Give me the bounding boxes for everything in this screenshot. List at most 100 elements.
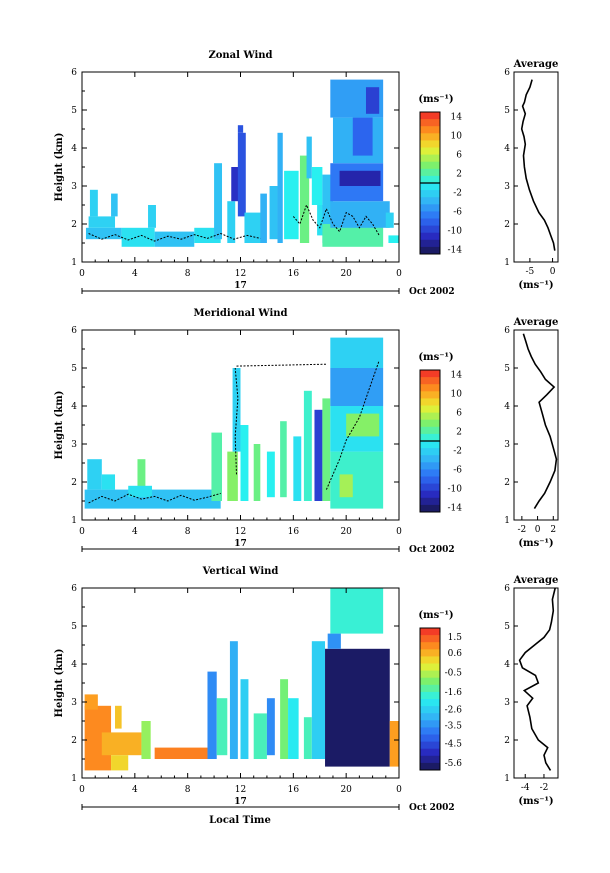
colorbar-tick-label: -2	[453, 446, 462, 456]
panel-title: Zonal Wind	[208, 50, 272, 61]
heatmap-cell	[89, 189, 98, 217]
colorbar-step	[420, 154, 440, 163]
colorbar-tick-label: 2	[456, 170, 462, 180]
colorbar-step	[420, 455, 440, 463]
profile-y-tick-label: 6	[504, 68, 510, 78]
colorbar-tick-label: 14	[451, 113, 463, 123]
colorbar-step	[420, 663, 440, 672]
colorbar-step	[420, 706, 440, 714]
heatmap-cell	[280, 679, 289, 759]
heatmap-cell	[266, 698, 275, 756]
colorbar-step	[420, 168, 440, 177]
heatmap-cell	[299, 155, 310, 243]
x-tick-label: 16	[288, 527, 300, 537]
profile-x-tick-label: -2	[540, 783, 549, 793]
profile-xlabel: (ms⁻¹)	[518, 796, 553, 807]
heatmap-cell	[280, 421, 287, 498]
heatmap	[84, 337, 384, 509]
heatmap-cell	[325, 648, 390, 767]
colorbar-tick-label: 0.6	[448, 649, 463, 659]
heatmap-cell	[269, 186, 278, 240]
y-tick-label: 3	[71, 440, 77, 450]
heatmap-cell	[85, 227, 122, 240]
heatmap-cell	[330, 201, 390, 228]
profile-y-tick-label: 3	[504, 440, 510, 450]
y-tick-label: 6	[71, 326, 77, 336]
heatmap-cell	[148, 205, 156, 228]
date-label: 17	[234, 797, 247, 807]
contour-line	[325, 360, 380, 490]
profile-x-tick-label: 0	[550, 267, 556, 277]
heatmap-cell	[211, 432, 223, 501]
colorbar-step	[420, 741, 440, 750]
profile-y-tick-label: 4	[504, 402, 510, 412]
colorbar-tick-label: -10	[448, 484, 463, 494]
colorbar-step	[420, 225, 440, 234]
x-tick-label: 0	[79, 527, 85, 537]
colorbar-step	[420, 126, 440, 134]
heatmap-cell	[128, 485, 153, 498]
panel-title: Meridional Wind	[193, 308, 287, 319]
colorbar-tick-label: -14	[448, 503, 463, 513]
colorbar-step	[420, 190, 440, 198]
heatmap-cell	[339, 170, 381, 186]
y-tick-label: 1	[71, 516, 77, 526]
x-tick-label: 0	[396, 785, 402, 795]
heatmap-cell	[303, 390, 312, 501]
profile-y-tick-label: 4	[504, 144, 510, 154]
y-axis-label: Height (km)	[54, 391, 65, 460]
y-tick-label: 3	[71, 182, 77, 192]
colorbar-step	[420, 720, 440, 728]
profile-line	[520, 79, 556, 251]
colorbar-step	[420, 211, 440, 219]
heatmap-cell	[266, 451, 275, 498]
colorbar-tick-label: 1.5	[448, 633, 463, 643]
profile-y-tick-label: 1	[504, 774, 510, 784]
date-suffix: Oct 2002	[409, 545, 455, 555]
colorbar-tick-label: 10	[451, 390, 463, 400]
y-tick-label: 4	[71, 402, 77, 412]
y-tick-label: 1	[71, 258, 77, 268]
colorbar-step	[420, 119, 440, 127]
colorbar-step	[420, 197, 440, 205]
colorbar-tick-label: -4.5	[445, 739, 463, 749]
heatmap-cell	[237, 132, 246, 217]
profile-y-tick-label: 2	[504, 736, 510, 746]
colorbar-step	[420, 748, 440, 757]
x-tick-label: 8	[185, 785, 191, 795]
colorbar-tick-label: -0.5	[445, 668, 463, 678]
colorbar-step	[420, 670, 440, 679]
heatmap-cell	[311, 167, 323, 205]
heatmap-cell	[277, 132, 283, 243]
x-tick-label: 12	[235, 527, 246, 537]
profile-x-tick-label: -5	[525, 267, 534, 277]
colorbar-unit: (ms⁻¹)	[418, 94, 453, 105]
colorbar-step	[420, 384, 440, 392]
heatmap-cell	[314, 409, 323, 501]
profile-y-tick-label: 5	[504, 622, 510, 632]
profile-y-tick-label: 3	[504, 698, 510, 708]
y-axis-label: Height (km)	[54, 133, 65, 202]
heatmap-cell	[84, 694, 98, 710]
colorbar-tick-label: 14	[451, 371, 463, 381]
colorbar-step	[420, 246, 440, 255]
heatmap-cell	[154, 747, 208, 759]
colorbar-step	[420, 476, 440, 485]
heatmap-cell	[306, 136, 312, 179]
profile-line	[518, 587, 556, 771]
colorbar-step	[420, 161, 440, 170]
colorbar-step	[420, 204, 440, 212]
heatmap-cell	[227, 201, 236, 243]
heatmap	[84, 588, 399, 771]
profile-x-tick-label: -2	[517, 525, 526, 535]
x-tick-label: 12	[235, 269, 246, 279]
colorbar-tick-label: -2	[453, 188, 462, 198]
heatmap-cell	[231, 167, 240, 202]
colorbar-step	[420, 762, 440, 771]
heatmap-cell	[346, 413, 380, 437]
colorbar-step	[420, 734, 440, 743]
heatmap-cell	[253, 444, 261, 501]
